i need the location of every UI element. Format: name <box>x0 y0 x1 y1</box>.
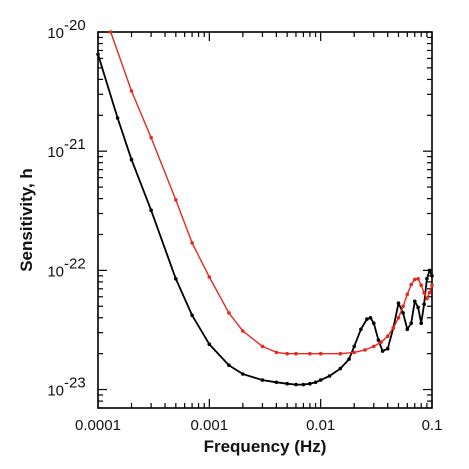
plot-frame <box>97 31 433 409</box>
series-1-point <box>430 274 434 278</box>
series-2-point <box>274 350 279 355</box>
series-1-point <box>427 268 432 273</box>
series-2-point <box>405 292 410 297</box>
series-2-point <box>401 304 405 309</box>
series-1-point <box>260 378 265 382</box>
y-tick-label: 10 <box>47 25 64 42</box>
x-tick-label: 0.0001 <box>75 417 121 434</box>
series-1-point <box>174 277 178 281</box>
y-tick-label: 10 <box>47 383 64 400</box>
series-2-point <box>416 277 420 281</box>
series-1-point <box>347 357 351 361</box>
series-1-point <box>385 346 390 351</box>
y-axis-title: Sensitivity, h <box>17 168 36 272</box>
series-1-point <box>422 302 426 307</box>
series-1-point <box>413 299 417 304</box>
series-1-point <box>129 157 134 162</box>
series-2-point <box>396 316 401 320</box>
x-tick-label: 0.01 <box>306 417 335 434</box>
series-2-point <box>385 334 390 339</box>
x-axis-title: Frequency (Hz) <box>204 437 327 456</box>
series-1-point <box>372 321 376 326</box>
axis-ticks <box>97 31 433 409</box>
series-line-1 <box>97 54 433 386</box>
series-2-point <box>363 348 367 352</box>
series-1-point <box>359 327 363 332</box>
y-tick-exponent: -21 <box>64 136 86 153</box>
series-1-point <box>115 116 120 120</box>
series-2-point <box>391 325 396 330</box>
series-1-point <box>327 374 332 378</box>
series-1-point <box>190 313 194 318</box>
series-2-point <box>430 283 434 288</box>
series-1-point <box>294 382 298 387</box>
series-1-point <box>301 382 306 387</box>
series-layer <box>96 30 434 387</box>
series-2-point <box>318 351 323 356</box>
series-1-point <box>308 381 312 386</box>
y-tick-label: 10 <box>47 144 64 161</box>
series-1-point <box>318 378 323 382</box>
x-tick-label: 0.1 <box>422 417 443 434</box>
series-2-point <box>338 351 343 356</box>
y-tick-label: 10 <box>47 263 64 280</box>
series-2-point <box>294 351 298 356</box>
series-2-point <box>379 340 384 344</box>
series-1-point <box>285 381 290 386</box>
series-1-point <box>365 317 369 321</box>
series-1-point <box>425 277 429 281</box>
series-2-point <box>241 329 245 333</box>
series-2-point <box>308 351 312 356</box>
series-2-point <box>413 277 417 282</box>
series-2-point <box>425 296 429 301</box>
series-1-point <box>227 363 231 368</box>
series-1-point <box>207 342 212 347</box>
series-1-point <box>419 321 424 326</box>
x-tick-label: 0.001 <box>191 417 229 434</box>
y-tick-exponent: -23 <box>64 375 86 392</box>
series-1-point <box>376 338 381 342</box>
series-1-point <box>149 208 153 212</box>
series-1-point <box>96 52 100 57</box>
series-1-point <box>416 305 420 310</box>
series-2-point <box>227 311 231 315</box>
series-1-point <box>380 349 385 353</box>
series-1-point <box>313 380 318 385</box>
series-1-point <box>401 311 405 315</box>
y-tick-exponent: -22 <box>64 255 86 272</box>
series-2-point <box>174 198 178 202</box>
series-1-point <box>409 321 414 326</box>
series-2-point <box>285 351 290 356</box>
series-2-point <box>260 344 265 349</box>
series-2-point <box>149 135 153 140</box>
series-1-point <box>274 380 279 385</box>
y-tick-exponent: -20 <box>64 17 86 34</box>
series-2-point <box>427 290 432 295</box>
series-1-point <box>338 366 343 371</box>
series-2-point <box>207 275 212 279</box>
series-1-point <box>396 301 401 306</box>
series-2-point <box>352 350 357 355</box>
series-1-point <box>352 344 357 349</box>
series-2-point <box>129 89 134 93</box>
series-1-point <box>241 372 245 376</box>
series-2-point <box>108 30 113 34</box>
series-1-point <box>368 316 373 320</box>
series-2-point <box>419 283 424 288</box>
series-2-point <box>190 241 194 245</box>
series-2-point <box>422 290 426 295</box>
series-line-2 <box>110 31 433 355</box>
series-2-point <box>409 282 414 287</box>
series-1-point <box>405 327 410 332</box>
series-2-point <box>372 344 376 349</box>
